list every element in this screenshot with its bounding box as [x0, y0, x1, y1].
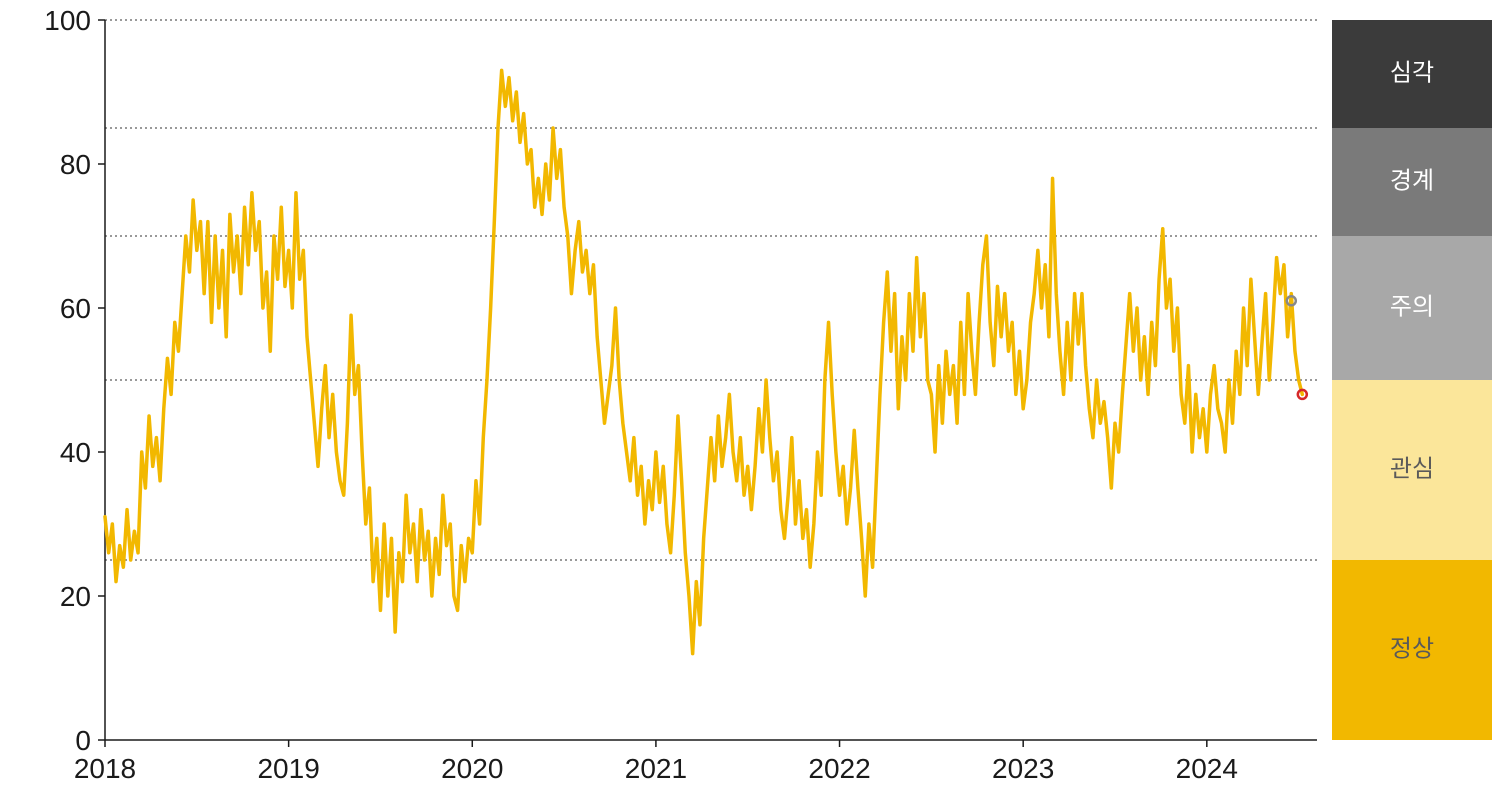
y-tick-label: 80	[60, 149, 91, 180]
legend-band-label: 정상	[1390, 635, 1434, 662]
y-tick-label: 20	[60, 581, 91, 612]
y-tick-label: 100	[44, 5, 91, 36]
x-tick-label: 2021	[625, 753, 687, 784]
y-tick-label: 40	[60, 437, 91, 468]
series-line	[105, 70, 1302, 653]
x-tick-label: 2023	[992, 753, 1054, 784]
x-tick-label: 2022	[808, 753, 870, 784]
legend-band-label: 관심	[1390, 455, 1434, 482]
legend-band-label: 심각	[1390, 59, 1434, 86]
y-tick-label: 60	[60, 293, 91, 324]
y-tick-label: 0	[75, 725, 91, 756]
x-tick-label: 2020	[441, 753, 503, 784]
chart-svg: 0 20 40 60 80 100 2018 2019 2020 2021 2022 2023 2024…	[0, 0, 1492, 791]
legend-band-label: 경계	[1390, 167, 1434, 194]
line-chart: 0 20 40 60 80 100 2018 2019 2020 2021 2022 2023 2024…	[0, 0, 1492, 791]
x-tick-label: 2024	[1176, 753, 1238, 784]
x-tick-label: 2018	[74, 753, 136, 784]
legend-band-label: 주의	[1390, 293, 1434, 320]
x-tick-label: 2019	[257, 753, 319, 784]
